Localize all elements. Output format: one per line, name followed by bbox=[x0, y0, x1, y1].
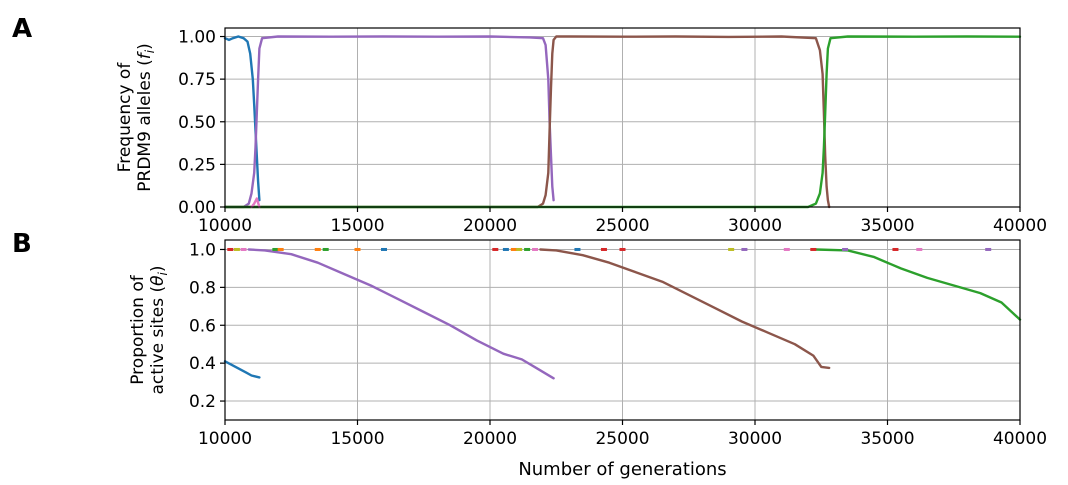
y-tick-label: 1.0 bbox=[189, 240, 216, 260]
panel-a-letter: A bbox=[12, 14, 32, 44]
y-tick-label: 0.00 bbox=[178, 198, 216, 218]
panel-a-frequency-chart: 10000 15000 20000 25000 30000 35000 40000 0.00 0… bbox=[115, 27, 1047, 236]
y-axis-label-line-2: active sites (θi) bbox=[148, 265, 170, 394]
x-tick-label: 25000 bbox=[595, 429, 649, 449]
y-tick-label: 0.8 bbox=[189, 278, 216, 298]
y-axis-label-line-1: Frequency of bbox=[115, 62, 135, 173]
series-line-1 bbox=[223, 360, 261, 379]
y-tick-label: 0.2 bbox=[189, 392, 216, 412]
y-axis-label-line-2: PRDM9 alleles (fi) bbox=[135, 43, 157, 191]
series-line-1 bbox=[223, 35, 261, 202]
x-tick-label: 40000 bbox=[993, 216, 1047, 236]
x-tick-label: 15000 bbox=[330, 429, 384, 449]
x-tick-label: 10000 bbox=[198, 216, 252, 236]
x-tick-label: 35000 bbox=[860, 216, 914, 236]
series-line-2 bbox=[223, 35, 555, 209]
series-line-4 bbox=[814, 248, 1022, 321]
y-axis-label-subscript: i bbox=[156, 271, 170, 275]
x-tick-label: 30000 bbox=[728, 216, 782, 236]
x-tick-label: 20000 bbox=[463, 216, 517, 236]
x-tick-label: 15000 bbox=[330, 216, 384, 236]
y-axis-label-close: ) bbox=[135, 43, 155, 50]
y-axis-label-subscript: i bbox=[143, 49, 157, 53]
x-tick-label: 35000 bbox=[860, 429, 914, 449]
x-tick-label: 30000 bbox=[728, 429, 782, 449]
panel-b-letter: B bbox=[12, 229, 32, 259]
y-tick-label: 0.4 bbox=[189, 354, 216, 374]
series-line-5 bbox=[250, 197, 261, 209]
series-line-4 bbox=[223, 35, 1022, 209]
series-line-2 bbox=[247, 248, 555, 380]
y-axis-label-symbol: θ bbox=[148, 275, 168, 286]
y-axis-label-line-1: Proportion of bbox=[128, 274, 148, 385]
y-tick-label: 0.6 bbox=[189, 316, 216, 336]
y-axis-label-text: active sites ( bbox=[148, 286, 168, 395]
series-line-3 bbox=[539, 248, 831, 370]
x-tick-label: 25000 bbox=[595, 216, 649, 236]
y-tick-label: 0.25 bbox=[178, 155, 216, 175]
y-tick-label: 0.50 bbox=[178, 113, 216, 133]
x-axis-label: Number of generations bbox=[518, 459, 726, 480]
y-axis-label-close: ) bbox=[148, 265, 168, 272]
x-tick-label: 10000 bbox=[198, 429, 252, 449]
y-tick-label: 1.00 bbox=[178, 28, 216, 48]
y-axis-label-symbol: f bbox=[135, 50, 155, 59]
x-tick-label: 20000 bbox=[463, 429, 517, 449]
y-axis-label-text: PRDM9 alleles ( bbox=[135, 59, 155, 191]
panel-b-active-sites-chart: 10000 15000 20000 25000 30000 35000 40000 0.2 0.… bbox=[128, 239, 1047, 480]
x-tick-label: 40000 bbox=[993, 429, 1047, 449]
y-tick-label: 0.75 bbox=[178, 70, 216, 90]
